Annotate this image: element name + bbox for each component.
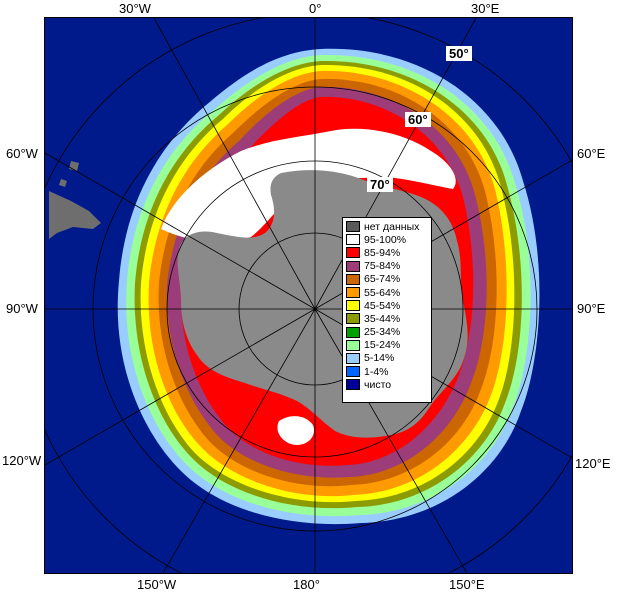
legend-label: 85-94%	[364, 246, 401, 259]
meridian-150w	[162, 308, 316, 573]
ice-patch-95-100-ross	[277, 416, 315, 445]
latitude-label-70: 70°	[367, 177, 393, 192]
legend-item: 95-100%	[346, 233, 428, 246]
legend-item: 45-54%	[346, 299, 428, 312]
legend-item: 35-44%	[346, 312, 428, 325]
legend-label: 1-4%	[364, 365, 389, 378]
longitude-label-30w-top: 30°W	[119, 1, 151, 16]
meridian-120w	[45, 308, 316, 466]
longitude-label-150w: 150°W	[137, 577, 177, 592]
legend-swatch	[346, 234, 360, 246]
legend-label: 5-14%	[364, 352, 395, 365]
longitude-label-60e: 60°E	[577, 146, 606, 161]
legend-item: 1-4%	[346, 365, 428, 378]
meridian-30e	[314, 18, 477, 310]
legend-label: 95-100%	[364, 233, 407, 246]
longitude-label-0-top: 0°	[309, 1, 322, 16]
ice-concentration-legend: нет данных 95-100% 85-94% 75-84% 65-74% 55-64…	[342, 217, 432, 403]
latitude-label-60: 60°	[405, 112, 431, 127]
meridian-150e	[314, 308, 468, 573]
legend-swatch	[346, 300, 360, 312]
latitude-label-50: 50°	[446, 46, 472, 61]
longitude-label-60w: 60°W	[6, 146, 38, 161]
legend-swatch	[346, 379, 360, 391]
legend-item: 65-74%	[346, 273, 428, 286]
legend-swatch	[346, 313, 360, 325]
legend-item: 25-34%	[346, 326, 428, 339]
legend-swatch	[346, 260, 360, 272]
legend-item: 55-64%	[346, 286, 428, 299]
legend-item: 85-94%	[346, 246, 428, 259]
legend-label: 15-24%	[364, 339, 401, 352]
legend-swatch	[346, 273, 360, 285]
legend-label: 65-74%	[364, 273, 401, 286]
legend-label: чисто	[364, 378, 392, 391]
longitude-label-90w: 90°W	[6, 301, 38, 316]
legend-label: 35-44%	[364, 312, 401, 325]
legend-label: 25-34%	[364, 326, 401, 339]
legend-label: нет данных	[364, 220, 420, 233]
meridians	[45, 18, 572, 573]
legend-swatch	[346, 339, 360, 351]
legend-item: 5-14%	[346, 352, 428, 365]
longitude-label-30e-top: 30°E	[471, 1, 500, 16]
longitude-label-180: 180°	[293, 577, 320, 592]
legend-item: чисто	[346, 378, 428, 391]
longitude-label-120e: 120°E	[575, 456, 611, 471]
south-america-islands	[59, 161, 79, 187]
legend-swatch	[346, 221, 360, 233]
legend-label: 55-64%	[364, 286, 401, 299]
legend-item: нет данных	[346, 220, 428, 233]
south-america-landmass	[49, 191, 101, 239]
legend-swatch	[346, 326, 360, 338]
legend-swatch	[346, 247, 360, 259]
longitude-label-120w: 120°W	[2, 453, 42, 468]
longitude-label-90e: 90°E	[577, 301, 606, 316]
longitude-label-150e: 150°E	[449, 577, 485, 592]
meridian-60w	[45, 152, 316, 310]
meridian-30w	[153, 18, 316, 310]
polar-projection-map	[45, 18, 572, 573]
legend-swatch	[346, 352, 360, 364]
sea-ice-map: 50° 60° 70° нет данных 95-100% 85-94% 75-84…	[44, 17, 573, 574]
legend-label: 75-84%	[364, 260, 401, 273]
legend-swatch	[346, 366, 360, 378]
legend-swatch	[346, 287, 360, 299]
legend-label: 45-54%	[364, 299, 401, 312]
legend-item: 75-84%	[346, 260, 428, 273]
legend-item: 15-24%	[346, 339, 428, 352]
